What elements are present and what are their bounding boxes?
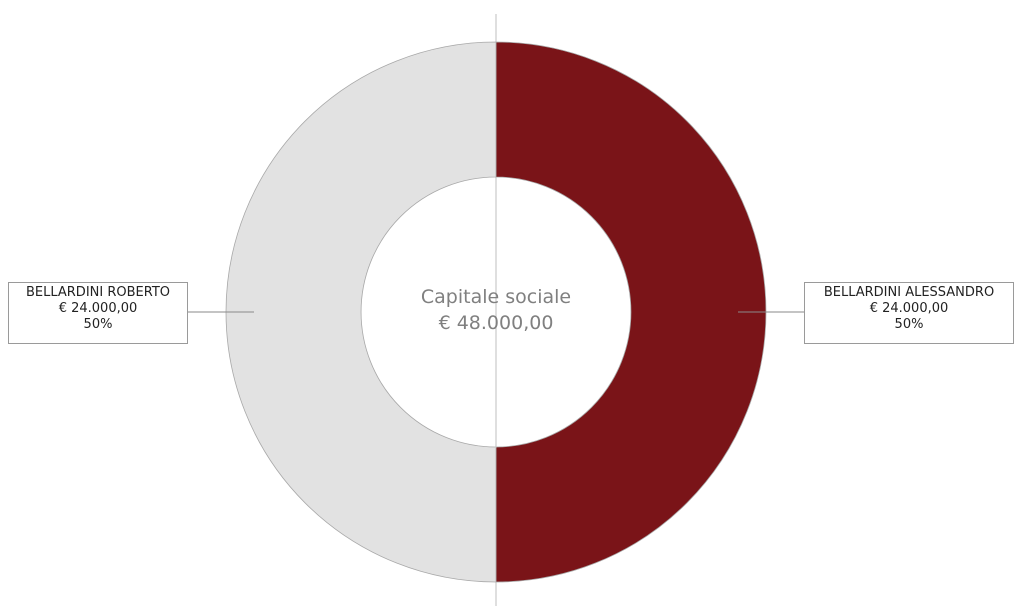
center-title: Capitale sociale: [420, 286, 572, 308]
slice-label-roberto: BELLARDINI ROBERTO € 24.000,00 50%: [8, 282, 188, 344]
slice-label-alessandro: BELLARDINI ALESSANDRO € 24.000,00 50%: [804, 282, 1014, 344]
slice-bellardini-alessandro: [495, 41, 767, 583]
slice-label-percent: 50%: [894, 317, 924, 332]
slice-bellardini-roberto: [225, 41, 497, 583]
center-label: Capitale sociale € 48.000,00: [380, 284, 612, 336]
slice-label-name: BELLARDINI ALESSANDRO: [823, 285, 995, 300]
slice-label-value: € 24.000,00: [58, 301, 138, 316]
slices-group: [225, 41, 767, 583]
slice-label-value: € 24.000,00: [869, 301, 949, 316]
slice-label-name: BELLARDINI ROBERTO: [25, 285, 171, 300]
center-total: € 48.000,00: [438, 312, 554, 334]
slice-label-percent: 50%: [83, 317, 113, 332]
